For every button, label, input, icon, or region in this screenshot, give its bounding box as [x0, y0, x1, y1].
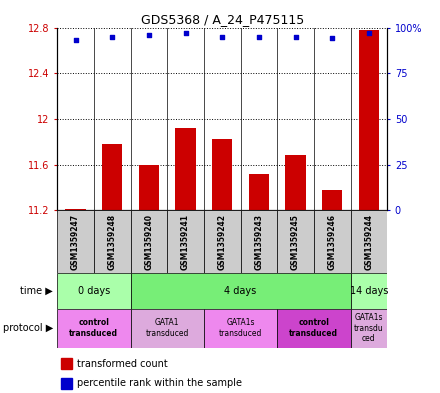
Bar	[277, 309, 351, 348]
Text: GSM1359248: GSM1359248	[108, 214, 117, 270]
Text: GSM1359242: GSM1359242	[218, 214, 227, 270]
Point	[365, 30, 372, 36]
Text: GATA1s
transduced: GATA1s transduced	[219, 318, 262, 338]
Bar	[57, 210, 94, 273]
Bar	[277, 210, 314, 273]
Bar	[61, 378, 72, 389]
Text: time ▶: time ▶	[20, 286, 53, 296]
Text: GSM1359247: GSM1359247	[71, 214, 80, 270]
Bar	[94, 210, 131, 273]
Bar	[241, 210, 277, 273]
Bar	[286, 156, 306, 210]
Point	[182, 30, 189, 36]
Text: GSM1359241: GSM1359241	[181, 214, 190, 270]
Bar	[131, 273, 351, 309]
Bar	[57, 309, 131, 348]
Text: 14 days: 14 days	[350, 286, 388, 296]
Text: GSM1359244: GSM1359244	[364, 214, 374, 270]
Point	[329, 35, 336, 42]
Bar	[351, 210, 387, 273]
Point	[219, 33, 226, 40]
Text: GSM1359246: GSM1359246	[328, 214, 337, 270]
Text: percentile rank within the sample: percentile rank within the sample	[77, 378, 242, 389]
Bar	[351, 273, 387, 309]
Point	[72, 37, 79, 44]
Text: GATA1s
transdu
ced: GATA1s transdu ced	[354, 313, 384, 343]
Text: GATA1
transduced: GATA1 transduced	[146, 318, 189, 338]
Text: protocol ▶: protocol ▶	[3, 323, 53, 333]
Bar	[176, 128, 196, 210]
Bar	[102, 144, 122, 210]
Bar	[314, 210, 351, 273]
Point	[255, 33, 262, 40]
Title: GDS5368 / A_24_P475115: GDS5368 / A_24_P475115	[140, 13, 304, 26]
Point	[109, 33, 116, 40]
Point	[292, 33, 299, 40]
Bar	[131, 309, 204, 348]
Text: transformed count: transformed count	[77, 359, 168, 369]
Text: GSM1359245: GSM1359245	[291, 214, 300, 270]
Bar	[212, 140, 232, 210]
Bar	[131, 210, 167, 273]
Bar	[204, 309, 277, 348]
Text: 4 days: 4 days	[224, 286, 257, 296]
Bar	[322, 190, 342, 210]
Bar	[66, 209, 86, 210]
Text: control
transduced: control transduced	[70, 318, 118, 338]
Text: control
transduced: control transduced	[290, 318, 338, 338]
Bar	[351, 309, 387, 348]
Bar	[61, 358, 72, 369]
Bar	[57, 273, 131, 309]
Bar	[204, 210, 241, 273]
Bar	[359, 30, 379, 210]
Bar	[139, 165, 159, 210]
Bar	[249, 174, 269, 210]
Point	[145, 32, 152, 38]
Bar	[167, 210, 204, 273]
Text: GSM1359240: GSM1359240	[144, 214, 154, 270]
Text: GSM1359243: GSM1359243	[254, 214, 264, 270]
Text: 0 days: 0 days	[78, 286, 110, 296]
